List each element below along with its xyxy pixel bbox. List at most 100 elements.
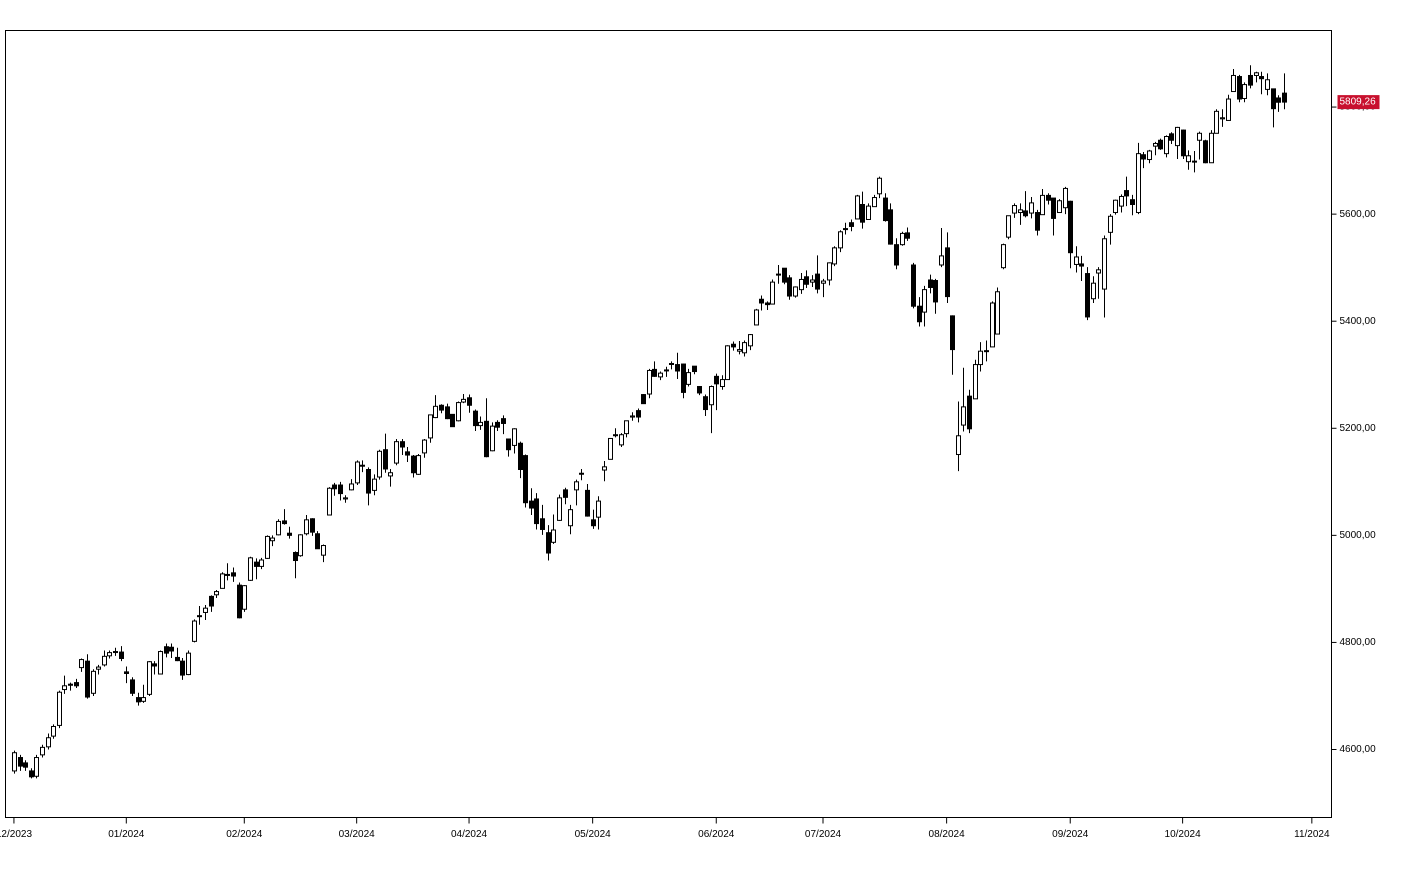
candle-body (529, 500, 534, 509)
candle-body (1068, 200, 1073, 254)
candle-body (96, 666, 101, 670)
candle-body (287, 532, 292, 536)
candle-body (411, 455, 416, 474)
candle-body (669, 363, 674, 366)
candle-body (124, 671, 129, 674)
x-tick-label: 04/2024 (451, 829, 488, 840)
candle-body (748, 334, 753, 347)
candle-body (79, 659, 84, 669)
candle-body (405, 451, 410, 456)
candle-body (1023, 210, 1028, 217)
candle-body (186, 652, 191, 676)
candle-body (130, 679, 135, 694)
candle-body (731, 343, 736, 348)
candle-body (1220, 117, 1225, 120)
candle-body (956, 435, 961, 456)
candle-body (950, 315, 955, 351)
candle-body (973, 364, 978, 400)
candle-body (877, 177, 882, 195)
candle-body (658, 372, 663, 378)
candle-body (433, 405, 438, 419)
candle-body (495, 421, 500, 428)
candle-body (945, 247, 950, 298)
candle-body (799, 278, 804, 291)
candle-body (534, 498, 539, 525)
candle-body (203, 607, 208, 613)
candle-body (237, 584, 242, 619)
candle-body (692, 365, 697, 373)
candle-body (967, 395, 972, 430)
candle-body (1226, 98, 1231, 121)
candle-body (602, 466, 607, 471)
candle-body (478, 421, 483, 427)
candle-body (1057, 200, 1062, 214)
candle-body (922, 289, 927, 313)
candle-body (46, 737, 51, 748)
candle-body (1259, 76, 1264, 80)
candle-body (1018, 209, 1023, 214)
candle-body (12, 752, 17, 772)
y-tick-label: 5400,00 (1340, 316, 1377, 327)
candle-body (1051, 197, 1056, 219)
x-tick-label: 06/2024 (698, 829, 735, 840)
candle-body (62, 685, 67, 691)
candle-body (1136, 153, 1141, 214)
candle-body (518, 442, 523, 471)
candle-body (332, 484, 337, 490)
candle-body (1197, 132, 1202, 141)
candle-body (1096, 269, 1101, 274)
candle-body (574, 481, 579, 491)
candle-body (1124, 190, 1129, 197)
candle-body (1203, 140, 1208, 164)
candle-body (1040, 194, 1045, 216)
x-tick-label: 01/2024 (108, 829, 145, 840)
candle-body (894, 244, 899, 266)
candle-body (1186, 155, 1191, 163)
last-price-box (1337, 95, 1380, 110)
candle-body (765, 302, 770, 306)
candle-body (754, 309, 759, 326)
candle-body (360, 464, 365, 467)
candle-body (703, 396, 708, 411)
candle-body (1254, 72, 1259, 76)
candle-body (293, 551, 298, 562)
candle-body (1141, 154, 1146, 160)
candle-body (978, 350, 983, 366)
candle-body (34, 757, 39, 777)
candle-body (843, 228, 848, 231)
candle-body (450, 413, 455, 428)
candle-body (686, 372, 691, 385)
candle-body (872, 197, 877, 208)
x-tick-label: 03/2024 (339, 829, 376, 840)
candle-body (821, 280, 826, 284)
candle-body (231, 572, 236, 577)
candle-body (1063, 187, 1068, 209)
candle-body (321, 545, 326, 556)
candle-body (57, 691, 62, 726)
candle-body (1079, 263, 1084, 267)
x-tick-label: 05/2024 (575, 829, 612, 840)
candle-body (175, 656, 180, 662)
candle-body (832, 247, 837, 265)
candle-body (928, 279, 933, 288)
candle-body (1108, 215, 1113, 233)
candle-body (265, 535, 270, 559)
candle-body (782, 267, 787, 283)
candle-body (310, 518, 315, 533)
candle-body (1214, 110, 1219, 134)
candle-body (939, 255, 944, 266)
y-tick-label: 5600,00 (1340, 209, 1377, 220)
candle-body (1029, 202, 1034, 214)
candle-body (1242, 84, 1247, 99)
candle-body (220, 573, 225, 589)
candle-body (675, 364, 680, 372)
candle-body (141, 697, 146, 702)
candle-body (591, 519, 596, 527)
candle-body (23, 762, 28, 768)
y-tick-label: 4800,00 (1340, 637, 1377, 648)
candle-body (225, 573, 230, 576)
candle-body (1102, 238, 1107, 290)
candle-body (366, 469, 371, 494)
candle-body (1209, 132, 1214, 164)
candle-body (51, 725, 56, 737)
